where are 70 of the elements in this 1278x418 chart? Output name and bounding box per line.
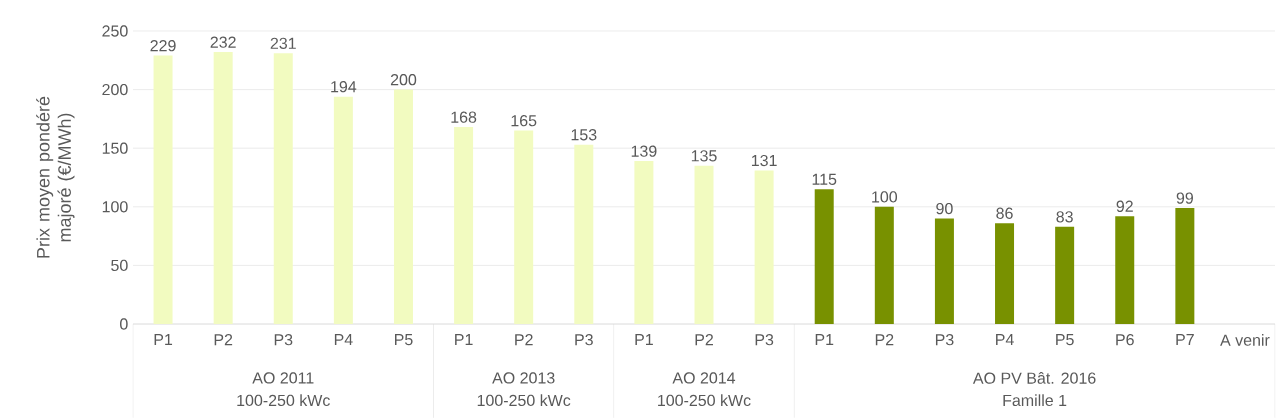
text: AO 2014 <box>672 372 736 384</box>
text: Famille 1 <box>1003 394 1067 407</box>
bar <box>934 218 954 324</box>
bar <box>995 223 1015 324</box>
data-label: 168 <box>451 111 477 123</box>
data-label: 194 <box>331 81 357 93</box>
bar <box>574 144 594 324</box>
x-tick-label: P3 <box>575 334 593 346</box>
y-tick-label: 100 <box>102 201 128 213</box>
text: AO 2011 <box>252 372 314 384</box>
x-tick-label: P4 <box>334 334 353 346</box>
data-label: 83 <box>1056 211 1073 223</box>
data-label: 165 <box>511 115 537 127</box>
text: 100-250 kWc <box>658 394 751 407</box>
x-tick-label: P2 <box>695 334 713 346</box>
data-label: 139 <box>631 145 657 157</box>
y-tick-label: 50 <box>111 259 128 272</box>
bar <box>454 127 474 324</box>
bar <box>393 89 413 324</box>
x-tick-label: P1 <box>815 334 834 346</box>
bar <box>213 52 233 324</box>
x-tick-label: P6 <box>1116 334 1134 346</box>
bar <box>694 165 714 324</box>
bar <box>754 170 774 324</box>
x-tick-label: P1 <box>455 334 473 346</box>
bar <box>634 161 654 324</box>
x-tick-label: P7 <box>1176 334 1194 346</box>
x-tick-label: P1 <box>635 334 653 346</box>
x-tick-label: P2 <box>875 334 894 346</box>
bar <box>153 55 173 324</box>
bar <box>333 96 353 324</box>
y-tick-label: 0 <box>120 318 128 330</box>
x-tick-label: P5 <box>1056 334 1074 346</box>
text: AO PV Bât. 2016 <box>972 372 1096 384</box>
text: AO 2013 <box>492 372 555 384</box>
x-tick-label: A venir <box>1220 334 1270 346</box>
data-label: 92 <box>1116 200 1133 212</box>
bar <box>1055 226 1075 324</box>
text: 100-250 kWc <box>237 394 330 407</box>
data-label: 200 <box>390 74 417 86</box>
data-label: 231 <box>270 37 296 49</box>
x-tick-label: P2 <box>214 334 233 346</box>
x-tick-label: P3 <box>755 334 774 346</box>
x-tick-label: P3 <box>935 334 954 346</box>
data-label: 232 <box>210 36 236 48</box>
x-tick-label: P4 <box>996 334 1014 346</box>
y-tick-label: 150 <box>102 142 128 154</box>
bar <box>1115 216 1135 324</box>
data-label: 229 <box>150 40 176 52</box>
data-label: 90 <box>936 202 953 215</box>
data-label: 100 <box>872 191 898 203</box>
data-label: 131 <box>751 154 777 167</box>
y-axis-title: Prix moyen pondéré majoré (€/MWh) <box>36 96 75 258</box>
bar <box>814 189 834 324</box>
data-label: 135 <box>691 150 717 162</box>
data-label: 99 <box>1176 192 1193 204</box>
x-tick-label: P1 <box>154 334 173 346</box>
bar <box>1175 207 1195 324</box>
y-tick-label: 250 <box>102 25 128 37</box>
bar <box>273 53 293 324</box>
text: 100-250 kWc <box>477 394 571 407</box>
data-label: 153 <box>571 129 597 141</box>
x-tick-label: P5 <box>395 334 413 346</box>
x-tick-label: P3 <box>274 334 293 346</box>
bar <box>514 130 534 324</box>
y-tick-label: 200 <box>102 83 128 96</box>
bar <box>874 206 894 324</box>
x-tick-label: P2 <box>515 334 533 346</box>
data-label: 115 <box>812 173 837 185</box>
data-label: 86 <box>996 207 1013 219</box>
